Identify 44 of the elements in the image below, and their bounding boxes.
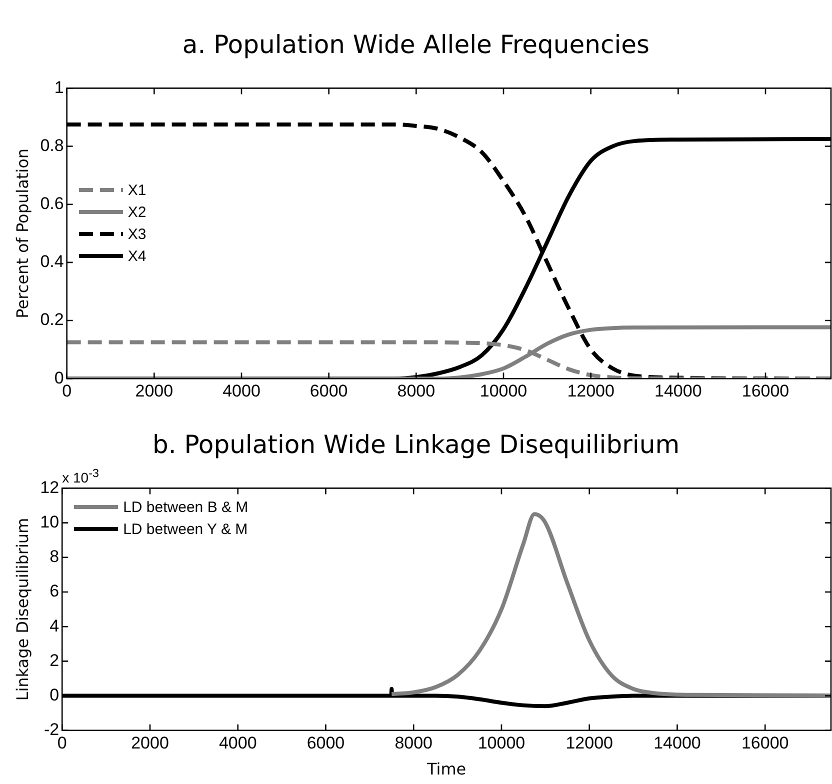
y-tick-label: 12 xyxy=(40,478,60,497)
legend-label: X3 xyxy=(128,226,146,243)
x-tick-label: 16000 xyxy=(742,381,790,400)
y-axis-title: Percent of Population xyxy=(12,148,32,318)
x-tick-label: 2000 xyxy=(131,733,169,752)
x-tick-label: 12000 xyxy=(566,733,613,752)
y-tick-label: 8 xyxy=(50,547,60,566)
line-series xyxy=(390,512,831,698)
x-tick-label: 6000 xyxy=(306,733,345,752)
legend-label: X4 xyxy=(128,248,146,265)
x-tick-label: 10000 xyxy=(478,733,526,752)
y-tick-label: 2 xyxy=(50,650,60,670)
text: x 10$^{-3}$ xyxy=(62,467,99,486)
x-tick-label: 16000 xyxy=(741,733,789,752)
legend-label: LD between Y & M xyxy=(123,520,248,538)
x-tick-label: 10000 xyxy=(480,381,528,400)
x-axis-title: Time xyxy=(426,760,466,779)
x-tick-label: 6000 xyxy=(310,381,348,400)
y-tick-label: 0 xyxy=(50,685,60,704)
y-tick-label: 1 xyxy=(54,78,64,97)
y-tick-label: 0 xyxy=(54,368,64,388)
y-tick-label: 0.8 xyxy=(40,136,64,155)
x-tick-label: 4000 xyxy=(222,381,260,400)
x-tick-label: 8000 xyxy=(397,381,436,400)
chart-title: a. Population Wide Allele Frequencies xyxy=(181,30,651,59)
y-tick-label: 4 xyxy=(50,616,60,636)
y-tick-label: -2 xyxy=(44,720,60,740)
legend-label: LD between B & M xyxy=(123,498,248,516)
y-tick-label: 10 xyxy=(40,512,60,532)
x-tick-label: 4000 xyxy=(218,733,257,752)
x-tick-label: 14000 xyxy=(654,733,701,752)
chart-title: b. Population Wide Linkage Disequilibrium xyxy=(151,430,681,459)
x-tick-label: 12000 xyxy=(567,381,614,400)
y-tick-label: 6 xyxy=(50,582,60,601)
legend-label: X1 xyxy=(128,182,146,199)
y-tick-label: 0.2 xyxy=(40,310,64,330)
line-series xyxy=(66,325,831,379)
y-axis-title: Linkage Disequilibrium xyxy=(12,518,32,701)
x-tick-label: 2000 xyxy=(135,381,174,400)
y-tick-label: 0.6 xyxy=(40,194,64,214)
x-tick-label: 14000 xyxy=(654,381,702,400)
x-tick-label: 8000 xyxy=(394,733,433,752)
y-tick-label: 0.4 xyxy=(40,252,64,272)
legend-label: X2 xyxy=(128,204,146,221)
